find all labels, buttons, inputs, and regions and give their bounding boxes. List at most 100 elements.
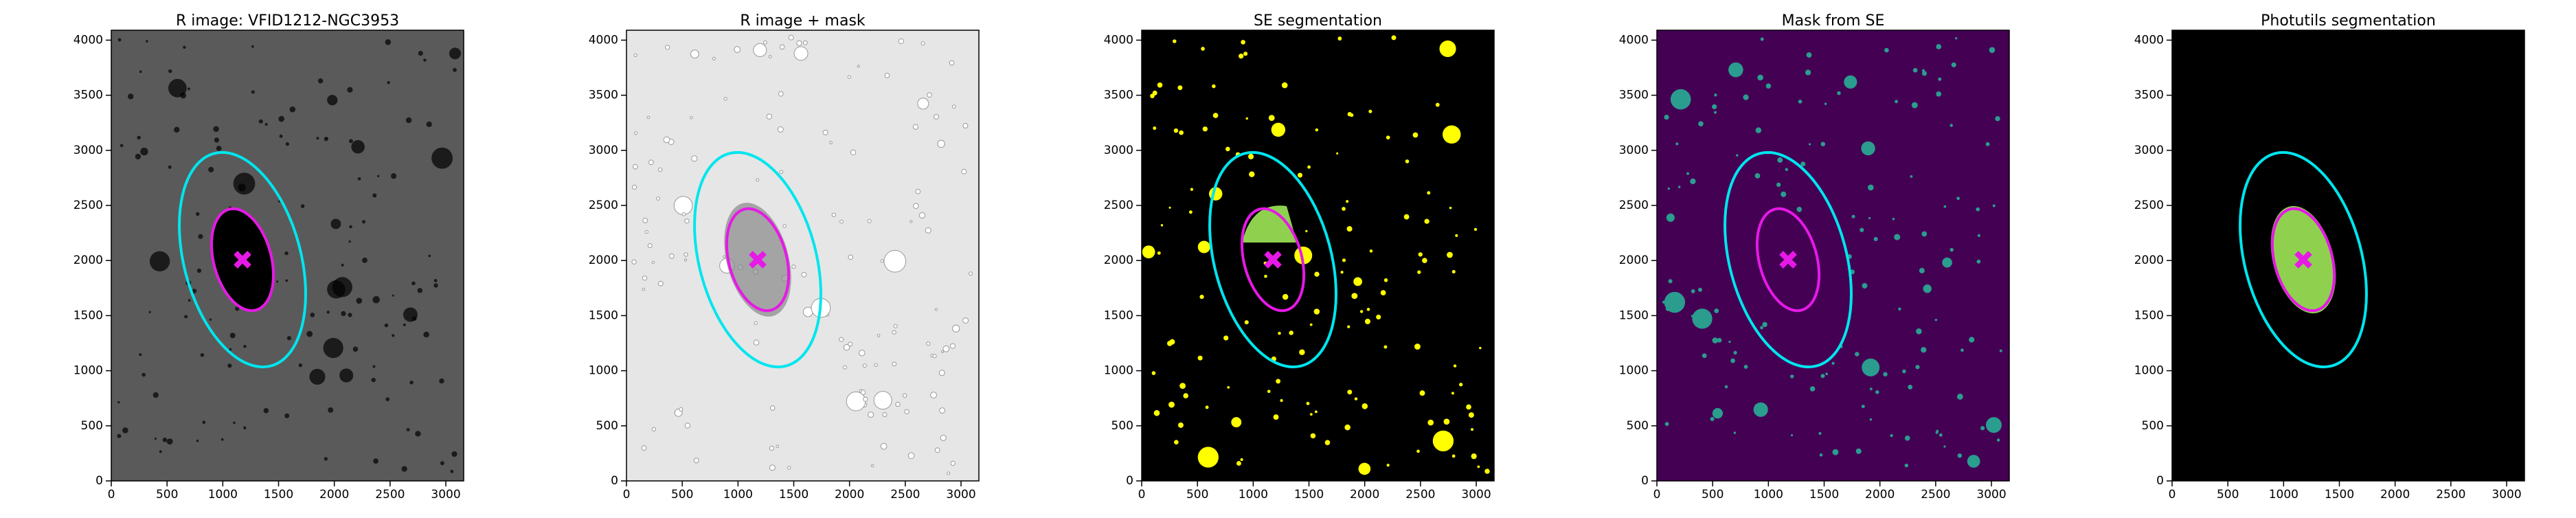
source bbox=[684, 218, 690, 224]
source bbox=[2429, 234, 2434, 240]
source bbox=[117, 38, 122, 42]
source bbox=[2274, 104, 2281, 111]
source bbox=[1690, 178, 1696, 185]
source bbox=[2468, 113, 2474, 120]
source bbox=[1179, 383, 1186, 390]
source bbox=[884, 73, 890, 78]
source bbox=[2494, 170, 2500, 176]
source bbox=[188, 299, 191, 302]
source bbox=[938, 370, 945, 376]
source bbox=[782, 224, 787, 228]
y-tick-label: 500 bbox=[596, 419, 618, 433]
source bbox=[756, 178, 760, 182]
source bbox=[1895, 100, 1899, 104]
source bbox=[1915, 365, 1920, 370]
source bbox=[148, 311, 151, 313]
source bbox=[1805, 69, 1811, 76]
source bbox=[1800, 161, 1806, 167]
source bbox=[1276, 379, 1281, 384]
y-tick-label: 1500 bbox=[1619, 308, 1649, 322]
source bbox=[251, 90, 255, 94]
source bbox=[149, 251, 170, 271]
source bbox=[1280, 398, 1283, 403]
source bbox=[196, 212, 200, 216]
source bbox=[326, 137, 328, 139]
source bbox=[883, 249, 907, 273]
source bbox=[1417, 270, 1421, 274]
source bbox=[1366, 308, 1370, 311]
source bbox=[1921, 347, 1927, 353]
source bbox=[1151, 371, 1156, 375]
source bbox=[372, 295, 380, 304]
source bbox=[882, 412, 888, 418]
source bbox=[2480, 436, 2484, 440]
source bbox=[1342, 207, 1346, 211]
source bbox=[2234, 405, 2239, 410]
source bbox=[423, 58, 427, 62]
source bbox=[1923, 284, 1932, 293]
source bbox=[1809, 386, 1816, 392]
x-tick-label: 3000 bbox=[1976, 488, 2006, 502]
source bbox=[873, 391, 892, 410]
source bbox=[1405, 159, 1410, 164]
source bbox=[1921, 69, 1925, 72]
source bbox=[453, 67, 457, 72]
source bbox=[152, 392, 159, 398]
source bbox=[648, 159, 654, 166]
source bbox=[1299, 349, 1305, 355]
source bbox=[1422, 258, 1427, 263]
source bbox=[2448, 329, 2470, 351]
source bbox=[831, 212, 837, 217]
x-tick-label: 1000 bbox=[1754, 488, 1783, 502]
chart-title: R image + mask bbox=[740, 12, 866, 30]
source bbox=[264, 122, 268, 126]
source bbox=[768, 55, 772, 58]
source bbox=[877, 334, 881, 337]
source bbox=[423, 331, 429, 338]
source bbox=[801, 271, 807, 278]
source bbox=[1350, 113, 1354, 117]
y-tick-label: 4000 bbox=[589, 33, 618, 47]
source bbox=[2274, 293, 2279, 299]
source bbox=[683, 252, 688, 257]
source bbox=[2425, 66, 2431, 72]
source bbox=[372, 193, 377, 198]
center-marker bbox=[1779, 251, 1797, 269]
source bbox=[298, 363, 302, 368]
source bbox=[168, 165, 172, 169]
source bbox=[140, 147, 148, 156]
source bbox=[1188, 210, 1193, 214]
source bbox=[1712, 407, 1724, 419]
source bbox=[776, 444, 780, 449]
chart-title: Photutils segmentation bbox=[2261, 12, 2436, 30]
source bbox=[949, 60, 955, 66]
source bbox=[1231, 417, 1242, 428]
source bbox=[1273, 414, 1279, 420]
source bbox=[2329, 45, 2334, 50]
source bbox=[1358, 462, 1371, 475]
source bbox=[1736, 154, 1739, 157]
source bbox=[2371, 337, 2374, 341]
source bbox=[2263, 302, 2274, 313]
source bbox=[1383, 345, 1388, 349]
source bbox=[934, 447, 940, 453]
source bbox=[1447, 251, 1453, 258]
source bbox=[1451, 270, 1456, 274]
source bbox=[2415, 61, 2424, 69]
source bbox=[796, 40, 802, 46]
y-tick-label: 3000 bbox=[1619, 144, 1649, 157]
source bbox=[1818, 431, 1822, 435]
source bbox=[406, 428, 410, 431]
source bbox=[2382, 222, 2387, 227]
source bbox=[857, 65, 860, 68]
source bbox=[1824, 102, 1827, 105]
chart-title: SE segmentation bbox=[1254, 12, 1382, 30]
source bbox=[1386, 464, 1390, 467]
source bbox=[1459, 383, 1463, 387]
source bbox=[1992, 204, 1996, 207]
source bbox=[1760, 37, 1764, 41]
source bbox=[2298, 192, 2304, 199]
source bbox=[829, 141, 833, 144]
source bbox=[1157, 82, 1163, 88]
inner-ellipse bbox=[210, 207, 275, 313]
